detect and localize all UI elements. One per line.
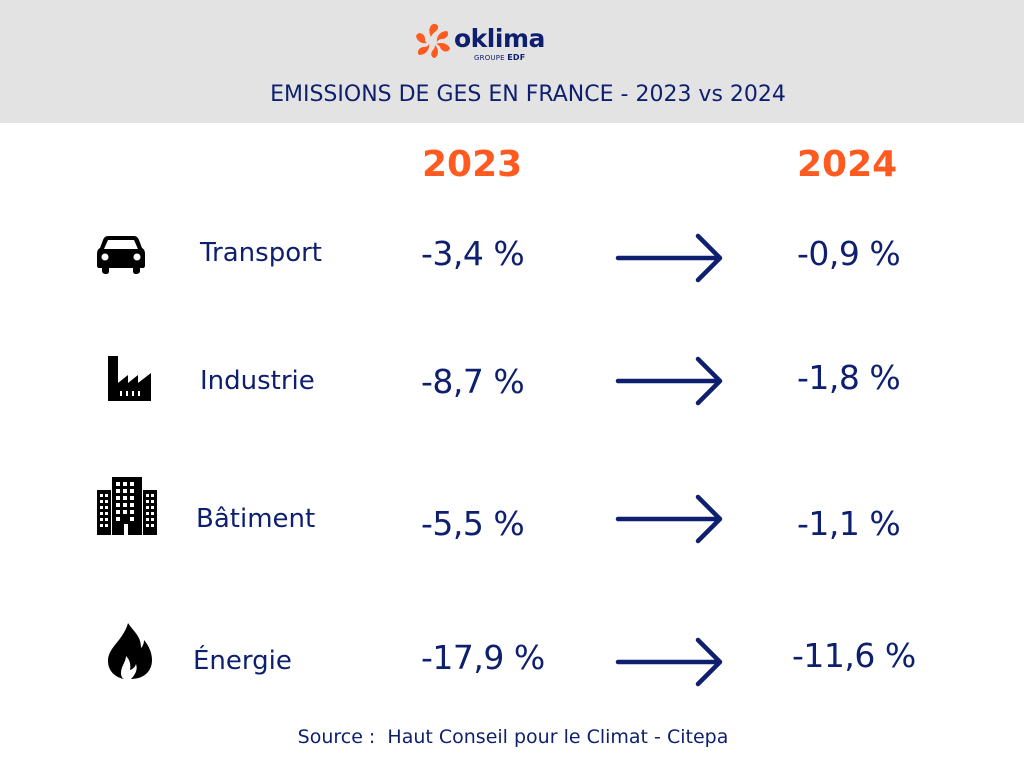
car-icon [97, 236, 145, 274]
arrow-right-icon [615, 494, 723, 544]
oklima-flower-icon [416, 23, 450, 58]
logo-group-prefix: GROUPE [474, 54, 508, 62]
flame-icon [108, 623, 152, 679]
source-citation: Source : Haut Conseil pour le Climat - C… [297, 726, 729, 748]
page-title: EMISSIONS DE GES EN FRANCE - 2023 vs 202… [270, 82, 786, 107]
value-2024: -1,8 % [797, 358, 901, 397]
logo-group-label: GROUPE EDF [474, 53, 525, 62]
arrow-right-icon [615, 233, 723, 283]
value-2024: -1,1 % [797, 504, 901, 543]
value-2023: -5,5 % [421, 504, 525, 543]
arrow-right-icon [615, 356, 723, 406]
sector-label: Bâtiment [196, 504, 316, 534]
arrow-right-icon [615, 637, 723, 687]
sector-row-industrie: Industrie -8,7 % -1,8 % [0, 352, 1024, 412]
buildings-icon [97, 477, 157, 535]
value-2023: -8,7 % [421, 362, 525, 401]
oklima-logo: oklima GROUPE EDF [414, 22, 545, 62]
sector-label: Transport [200, 238, 323, 268]
sector-row-transport: Transport -3,4 % -0,9 % [0, 228, 1024, 288]
sector-label: Industrie [200, 366, 315, 396]
sector-label: Énergie [193, 646, 292, 676]
header-banner: oklima GROUPE EDF EMISSIONS DE GES EN FR… [0, 0, 1024, 123]
column-header-2024: 2024 [797, 144, 898, 185]
column-header-2023: 2023 [422, 144, 523, 185]
factory-icon [108, 356, 151, 401]
value-2024: -11,6 % [792, 636, 916, 675]
logo-brand-name: oklima [454, 24, 545, 53]
value-2023: -17,9 % [421, 638, 545, 677]
sector-row-batiment: Bâtiment -5,5 % -1,1 % [0, 476, 1024, 544]
sector-row-energie: Énergie -17,9 % -11,6 % [0, 620, 1024, 687]
value-2023: -3,4 % [421, 234, 525, 273]
logo-group-brand: EDF [507, 53, 526, 62]
value-2024: -0,9 % [797, 234, 901, 273]
